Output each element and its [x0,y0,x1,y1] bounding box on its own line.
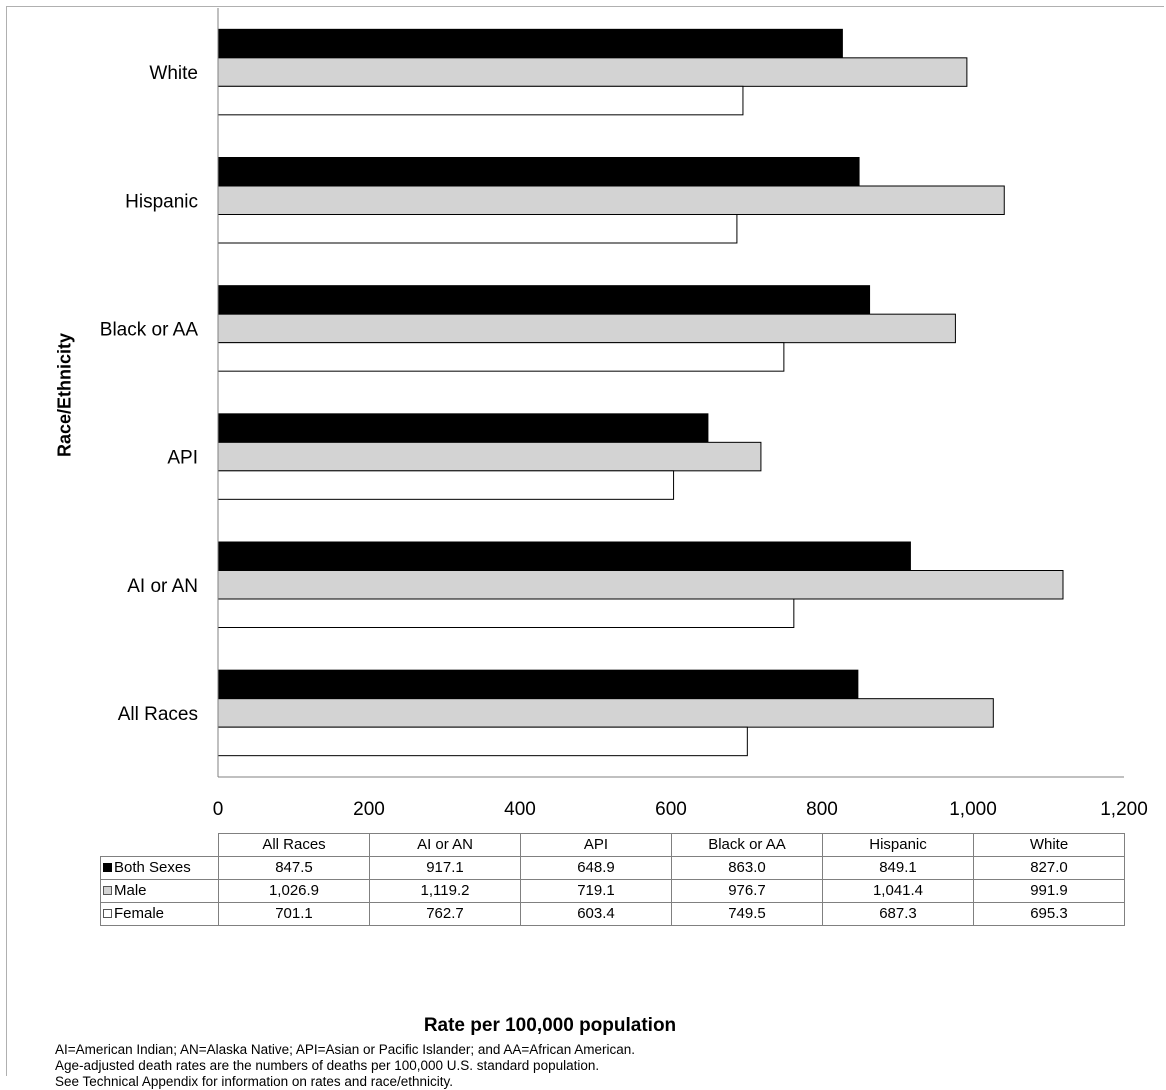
x-tick-label: 1,200 [1100,799,1148,820]
legend-entry-female: Female [100,902,219,926]
footnote-technical-appendix: See Technical Appendix for information o… [55,1074,453,1089]
x-tick-label: 0 [213,799,224,820]
table-cell: 648.9 [520,856,672,880]
bar-both-sexes [217,157,860,187]
legend-key-black [103,863,112,872]
table-cell: 827.0 [973,856,1125,880]
table-cell: 1,119.2 [369,879,521,903]
table-cell: 863.0 [671,856,823,880]
bar-male [217,185,1005,215]
table-cell: 719.1 [520,879,672,903]
column-header: Hispanic [822,833,974,857]
bar-female [217,85,744,116]
bar-both-sexes [217,541,911,571]
x-axis-title: Rate per 100,000 population [423,1015,677,1036]
y-tick-label: API [167,448,198,469]
table-cell: 847.5 [218,856,370,880]
data-table: All Races AI or AN API Black or AA Hispa… [100,833,1125,926]
bar-both-sexes [217,669,859,700]
table-cell: 603.4 [520,902,672,926]
column-header: Black or AA [671,833,823,857]
x-tick-label: 400 [504,799,536,820]
column-header: All Races [218,833,370,857]
table-cell: 701.1 [218,902,370,926]
bar-female [217,470,675,500]
table-cell: 1,041.4 [822,879,974,903]
row-label: Both Sexes [114,859,191,876]
table-cell: 976.7 [671,879,823,903]
x-tick-label: 200 [353,799,385,820]
y-tick-label: Black or AA [100,319,199,340]
bar-both-sexes [217,413,709,443]
y-tick-label: Hispanic [125,191,198,212]
bar-female [217,726,748,757]
bar-female [217,598,795,628]
bar-male [217,570,1064,600]
table-cell: 917.1 [369,856,521,880]
table-cell: 991.9 [973,879,1125,903]
legend-key-gray [103,886,112,895]
table-cell: 695.3 [973,902,1125,926]
legend-key-white [103,909,112,918]
bar-male [217,698,994,728]
y-tick-label: White [149,63,198,84]
column-header: API [520,833,672,857]
bar-male [217,313,956,344]
bar-both-sexes [217,28,843,59]
bar-female [217,214,738,244]
bar-male [217,57,968,87]
footnotes: AI=American Indian; AN=Alaska Native; AP… [55,1042,635,1090]
column-header: AI or AN [369,833,521,857]
y-tick-label: AI or AN [127,576,198,597]
x-tick-label: 800 [806,799,838,820]
bar-male [217,441,762,472]
bar-female [217,342,785,372]
table-corner [101,834,219,857]
y-axis-title: Race/Ethnicity [54,332,75,458]
legend-entry-both-sexes: Both Sexes [100,856,219,880]
row-label: Female [114,905,165,922]
table-row: Female 701.1 762.7 603.4 749.5 687.3 695… [100,902,1125,926]
bar-chart: All Races AI or AN API Black or AA Hispanic W… [100,8,1148,820]
table-cell: 849.1 [822,856,974,880]
x-tick-label: 600 [655,799,687,820]
legend-entry-male: Male [100,879,219,903]
bar-both-sexes [217,285,871,315]
table-cell: 1,026.9 [218,879,370,903]
table-cell: 749.5 [671,902,823,926]
footnote-age-adjusted: Age-adjusted death rates are the numbers… [55,1058,600,1073]
table-row: Male 1,026.9 1,119.2 719.1 976.7 1,041.4… [100,879,1125,903]
table-row: Both Sexes 847.5 917.1 648.9 863.0 849.1… [100,856,1125,880]
row-label: Male [114,882,147,899]
footnote-abbreviations: AI=American Indian; AN=Alaska Native; AP… [55,1042,636,1057]
table-header-row: All Races AI or AN API Black or AA Hispa… [101,833,1125,857]
table-cell: 687.3 [822,902,974,926]
column-header: White [973,833,1125,857]
y-tick-label: All Races [118,704,198,725]
table-cell: 762.7 [369,902,521,926]
x-tick-label: 1,000 [949,799,997,820]
chart-frame [6,6,1164,1076]
